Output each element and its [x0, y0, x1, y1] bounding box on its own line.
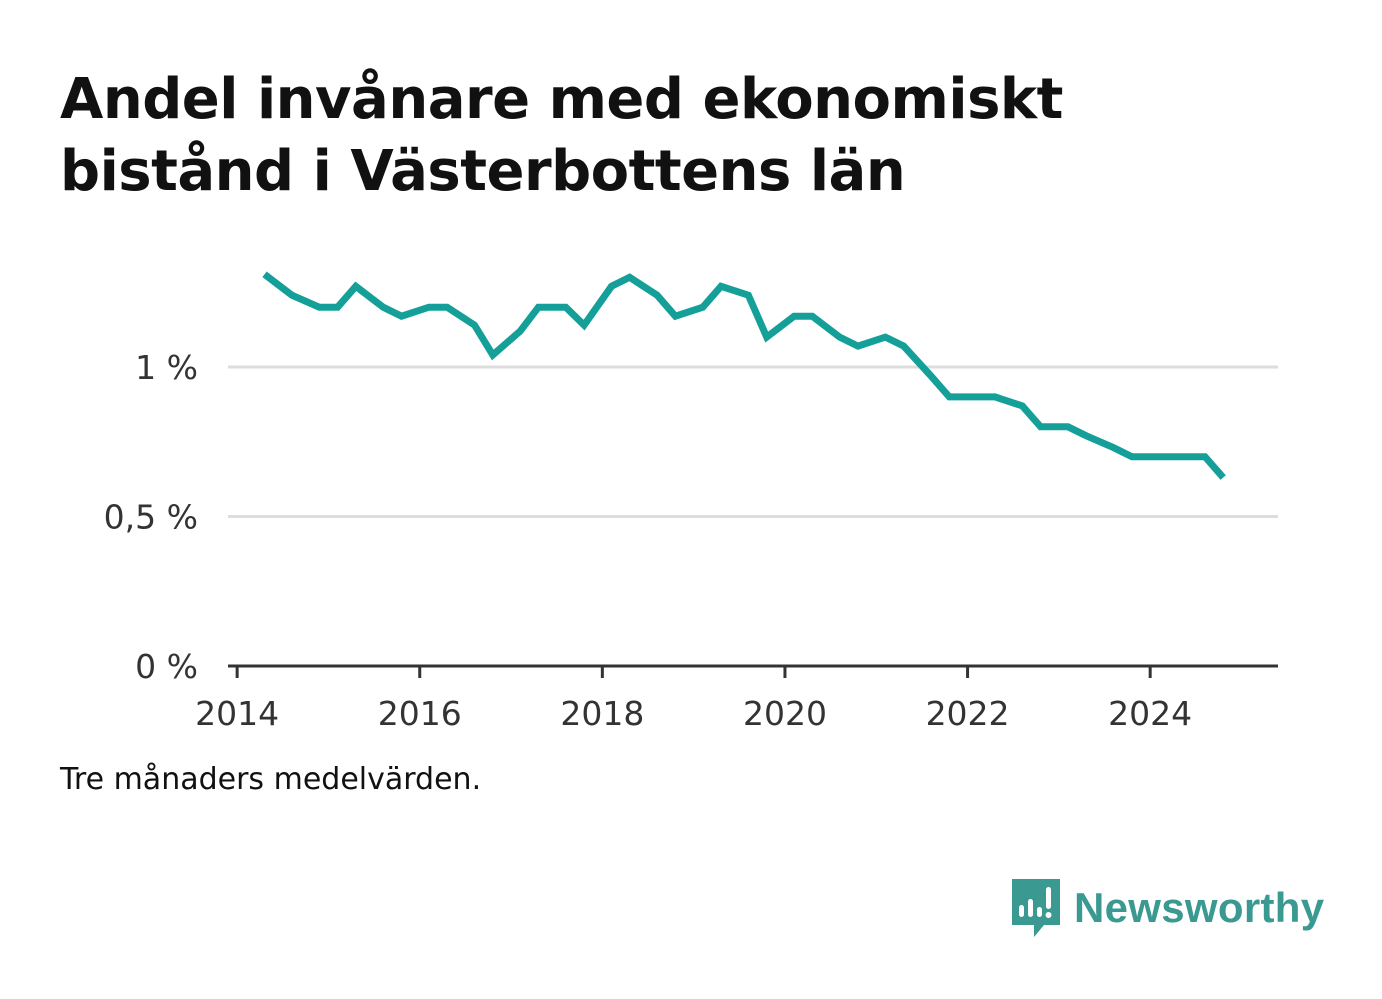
brand-name: Newsworthy — [1074, 884, 1325, 931]
gridlines — [228, 365, 1278, 518]
y-tick-label: 1 % — [135, 348, 198, 387]
series-line — [262, 271, 1226, 480]
y-axis-labels: 0 % 0,5 % 1 % — [104, 348, 198, 686]
newsworthy-logo-icon — [1012, 879, 1060, 937]
chart-note: Tre månaders medelvärden. — [60, 762, 482, 797]
x-axis — [228, 664, 1278, 678]
brand-logo[interactable]: Newsworthy — [1010, 876, 1324, 940]
x-tick-label: 2018 — [560, 694, 644, 733]
y-tick-label: 0 % — [135, 647, 198, 686]
x-tick-label: 2014 — [195, 694, 279, 733]
series-layer — [262, 271, 1226, 480]
x-tick-label: 2020 — [743, 694, 827, 733]
chart-title: Andel invånare med ekonomiskt bistånd i … — [60, 67, 1063, 204]
x-tick-label: 2016 — [378, 694, 462, 733]
x-axis-labels: 2014 2016 2018 2020 2022 2024 — [195, 694, 1192, 733]
x-tick-label: 2022 — [926, 694, 1010, 733]
x-tick-label: 2024 — [1108, 694, 1192, 733]
y-tick-label: 0,5 % — [104, 498, 198, 537]
